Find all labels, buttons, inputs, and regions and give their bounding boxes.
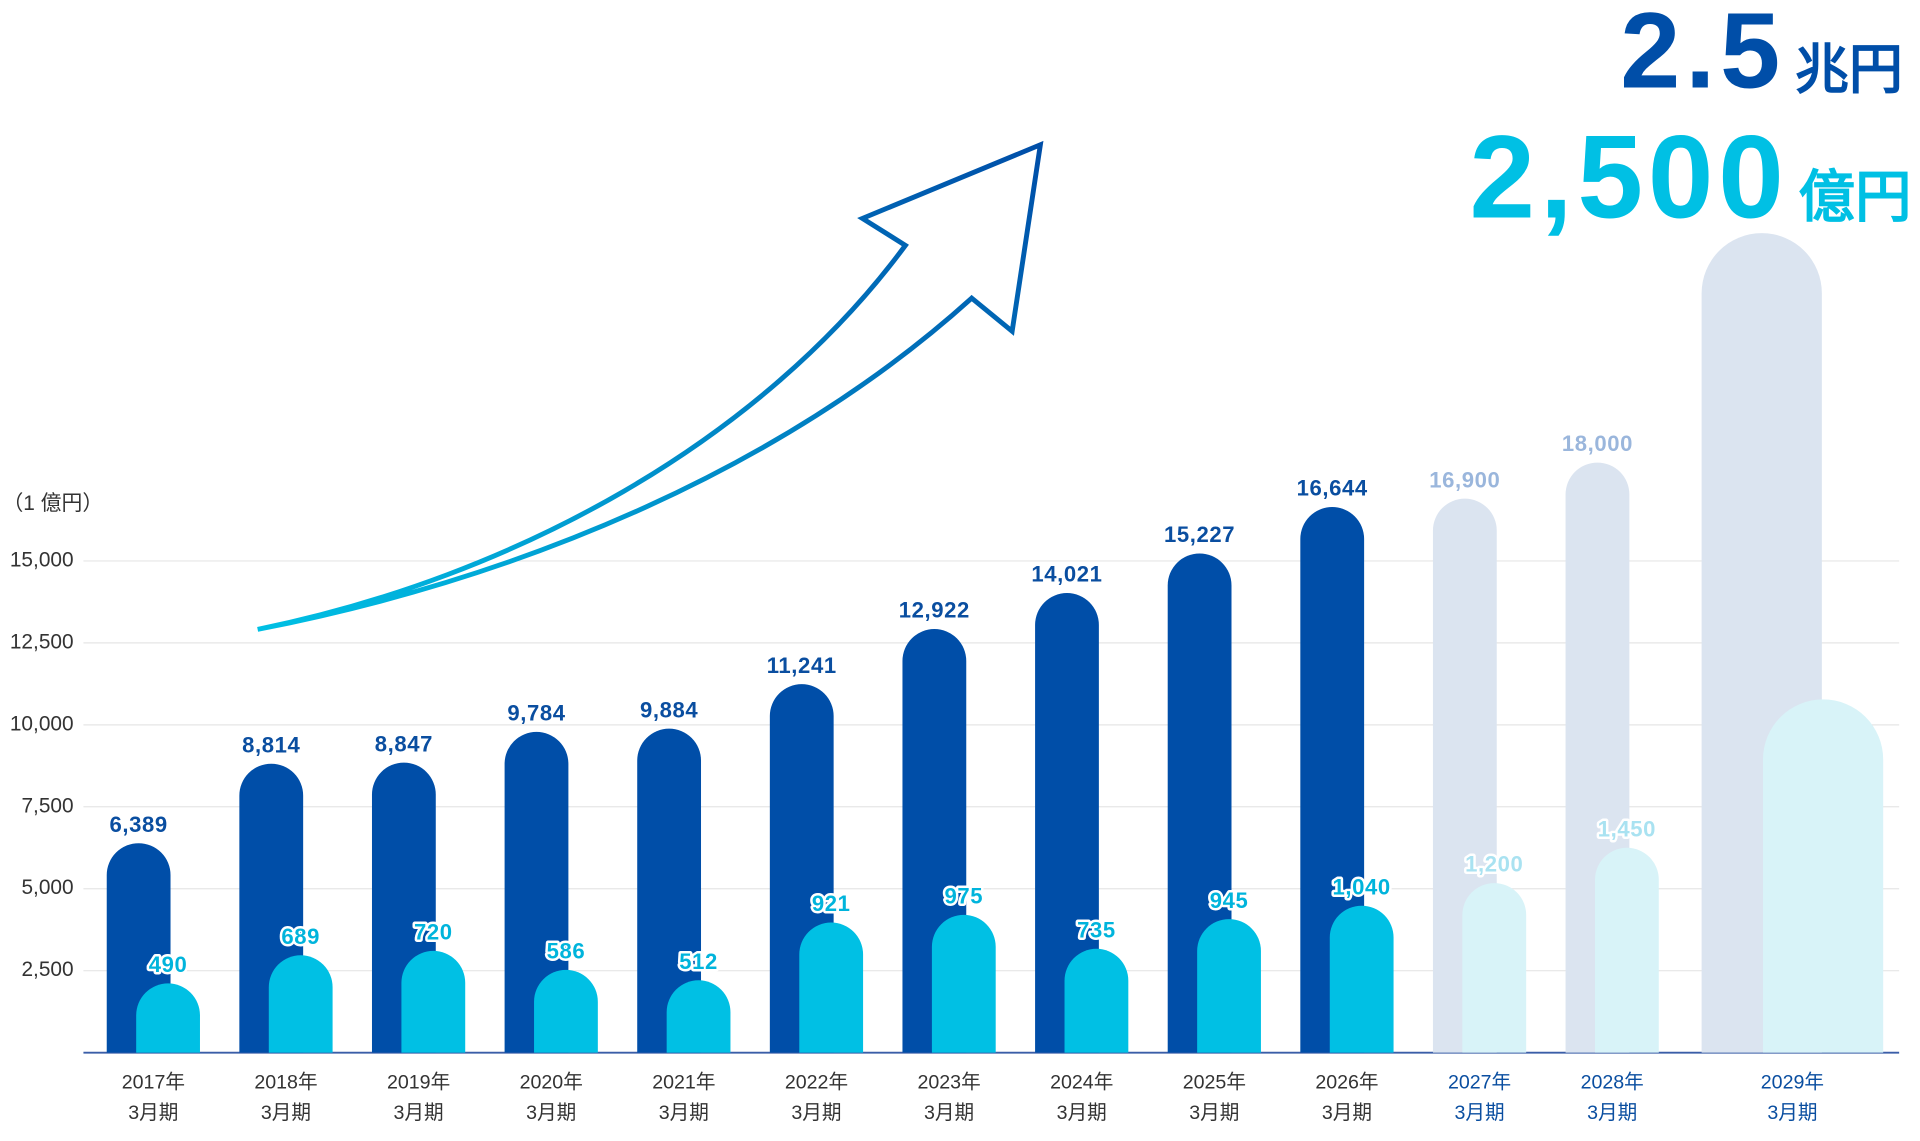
value-label: 11,241	[767, 653, 837, 678]
value-label: 490	[149, 952, 188, 977]
x-tick-label: 3月期	[1189, 1102, 1239, 1124]
bar	[1064, 948, 1129, 1053]
x-tick-label: 2019年	[387, 1072, 450, 1094]
value-label: 1,450	[1598, 816, 1656, 841]
y-tick-label: 5,000	[21, 876, 73, 899]
x-tick-label: 3月期	[128, 1102, 178, 1124]
unit-label: （1 億円）	[2, 492, 103, 515]
annotation-unit: 兆円	[1795, 40, 1903, 100]
bar	[666, 980, 731, 1053]
bar	[1329, 905, 1394, 1053]
bar	[268, 955, 333, 1053]
y-tick-label: 2,500	[21, 958, 73, 981]
value-label: 1,040	[1333, 874, 1391, 899]
value-label: 9,784	[507, 701, 565, 726]
x-tick-label: 3月期	[791, 1102, 841, 1124]
bar	[799, 922, 864, 1053]
value-label: 16,644	[1297, 476, 1368, 501]
value-label: 720	[414, 920, 453, 945]
value-label: 512	[679, 949, 718, 974]
value-label: 689	[281, 924, 320, 949]
x-tick-label: 2017年	[122, 1072, 185, 1094]
value-label: 945	[1210, 888, 1249, 913]
x-tick-label: 2025年	[1183, 1072, 1246, 1094]
value-label: 735	[1077, 917, 1116, 942]
x-tick-label: 3月期	[1587, 1102, 1637, 1124]
bar	[534, 969, 598, 1053]
bar	[1035, 593, 1099, 1053]
x-tick-label: 2020年	[520, 1072, 583, 1094]
x-tick-label: 3月期	[526, 1102, 576, 1124]
x-tick-label: 2026年	[1315, 1072, 1378, 1094]
x-tick-label: 3月期	[261, 1102, 311, 1124]
bar	[1595, 847, 1659, 1053]
y-tick-label: 10,000	[10, 712, 74, 735]
growth-arrow	[257, 140, 1044, 632]
x-tick-label: 3月期	[394, 1102, 444, 1124]
value-label: 8,814	[242, 732, 300, 757]
annotation-unit: 億円	[1799, 165, 1912, 228]
value-label: 1,200	[1465, 852, 1523, 877]
x-tick-label: 3月期	[1455, 1102, 1505, 1124]
value-label: 15,227	[1164, 522, 1235, 547]
value-label: 8,847	[375, 731, 433, 756]
value-label: 14,021	[1031, 562, 1102, 587]
bar	[136, 983, 200, 1053]
x-tick-label: 2022年	[785, 1072, 848, 1094]
bar	[401, 950, 466, 1053]
x-tick-label: 3月期	[1767, 1102, 1817, 1124]
annotation-value: 2.5	[1620, 0, 1785, 110]
x-tick-label: 2021年	[652, 1072, 715, 1094]
annotation-value: 2,500	[1469, 111, 1788, 243]
bar	[504, 731, 569, 1053]
x-tick-label: 2024年	[1050, 1072, 1113, 1094]
bar	[1197, 919, 1261, 1053]
x-tick-label: 2029年	[1761, 1072, 1824, 1094]
x-tick-label: 2023年	[917, 1072, 980, 1094]
value-label: 9,884	[640, 697, 698, 722]
x-tick-label: 3月期	[1322, 1102, 1372, 1124]
value-label: 921	[812, 891, 851, 916]
x-tick-label: 3月期	[1057, 1102, 1107, 1124]
bar	[931, 914, 996, 1053]
value-label: 18,000	[1562, 431, 1633, 456]
y-tick-label: 7,500	[21, 794, 73, 817]
x-tick-label: 2028年	[1581, 1072, 1644, 1094]
value-label: 975	[944, 884, 983, 909]
bar	[1462, 883, 1527, 1053]
x-tick-label: 3月期	[659, 1102, 709, 1124]
value-label: 586	[547, 938, 586, 963]
value-label: 6,389	[109, 812, 167, 837]
value-label: 12,922	[899, 598, 970, 623]
bar	[1762, 699, 1884, 1053]
y-tick-label: 12,500	[10, 630, 74, 653]
bar	[637, 728, 702, 1053]
y-tick-label: 15,000	[10, 548, 74, 571]
x-tick-label: 2018年	[254, 1072, 317, 1094]
value-label: 16,900	[1429, 467, 1500, 492]
x-tick-label: 2027年	[1448, 1072, 1511, 1094]
x-tick-label: 3月期	[924, 1102, 974, 1124]
